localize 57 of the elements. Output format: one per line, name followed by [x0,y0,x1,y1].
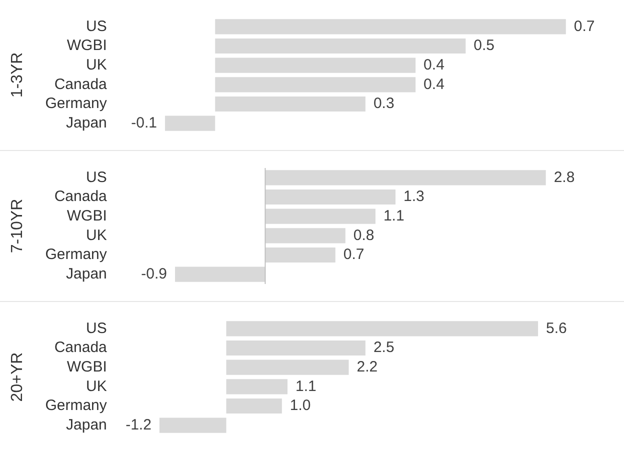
y-tick-label: US [86,320,107,337]
bar [226,379,288,394]
y-tick-label: Japan [66,416,107,434]
data-label: 1.3 [404,188,424,206]
bar [226,321,538,336]
bar [159,418,226,433]
data-label: 2.5 [373,339,394,356]
data-label: -0.9 [141,265,168,282]
data-label: 0.8 [353,226,374,244]
y-tick-label: Germany [45,397,108,414]
data-label: 0.4 [424,76,444,93]
bar [164,116,216,131]
y-axis-title: 20+YR [9,352,26,402]
data-label: 0.4 [424,56,444,74]
y-tick-label: US [86,18,107,35]
y-tick-label: UK [86,378,107,395]
data-label: 1.1 [383,207,404,224]
data-label: 0.3 [373,95,394,112]
bar [226,398,282,414]
data-label: 0.5 [474,37,495,54]
y-tick-label: Canada [54,339,108,356]
bar [175,266,266,282]
bar [265,208,376,224]
y-tick-label: Germany [45,95,108,112]
bar [215,77,416,92]
y-tick-label: Japan [66,114,107,132]
bar [215,96,366,112]
bar [226,340,366,356]
y-tick-label: UK [86,56,107,74]
bar [265,247,336,263]
data-label: 1.0 [290,397,311,414]
y-axis-title: 1-3YR [9,52,26,98]
bar [215,38,466,54]
y-tick-label: Japan [66,265,107,282]
bar [226,360,349,375]
bar [265,228,346,244]
y-tick-label: WGBI [66,37,107,54]
bar [265,170,546,186]
y-tick-label: Canada [54,188,108,206]
bar [265,189,396,205]
data-label: 5.6 [546,320,567,337]
data-label: -1.2 [126,416,152,434]
y-tick-label: US [86,168,107,186]
y-tick-label: Germany [45,246,108,264]
bar [215,58,416,73]
data-label: -0.1 [131,114,157,132]
y-tick-label: WGBI [66,358,107,376]
data-label: 0.7 [574,18,595,35]
y-axis-title: 7-10YR [9,198,26,254]
data-label: 2.2 [356,358,378,376]
data-label: 0.7 [343,246,364,264]
data-label: 2.8 [554,168,575,186]
y-tick-label: UK [86,226,107,244]
data-label: 1.1 [295,378,316,395]
bar [215,19,566,34]
y-tick-label: Canada [54,76,108,93]
y-tick-label: WGBI [66,207,107,224]
